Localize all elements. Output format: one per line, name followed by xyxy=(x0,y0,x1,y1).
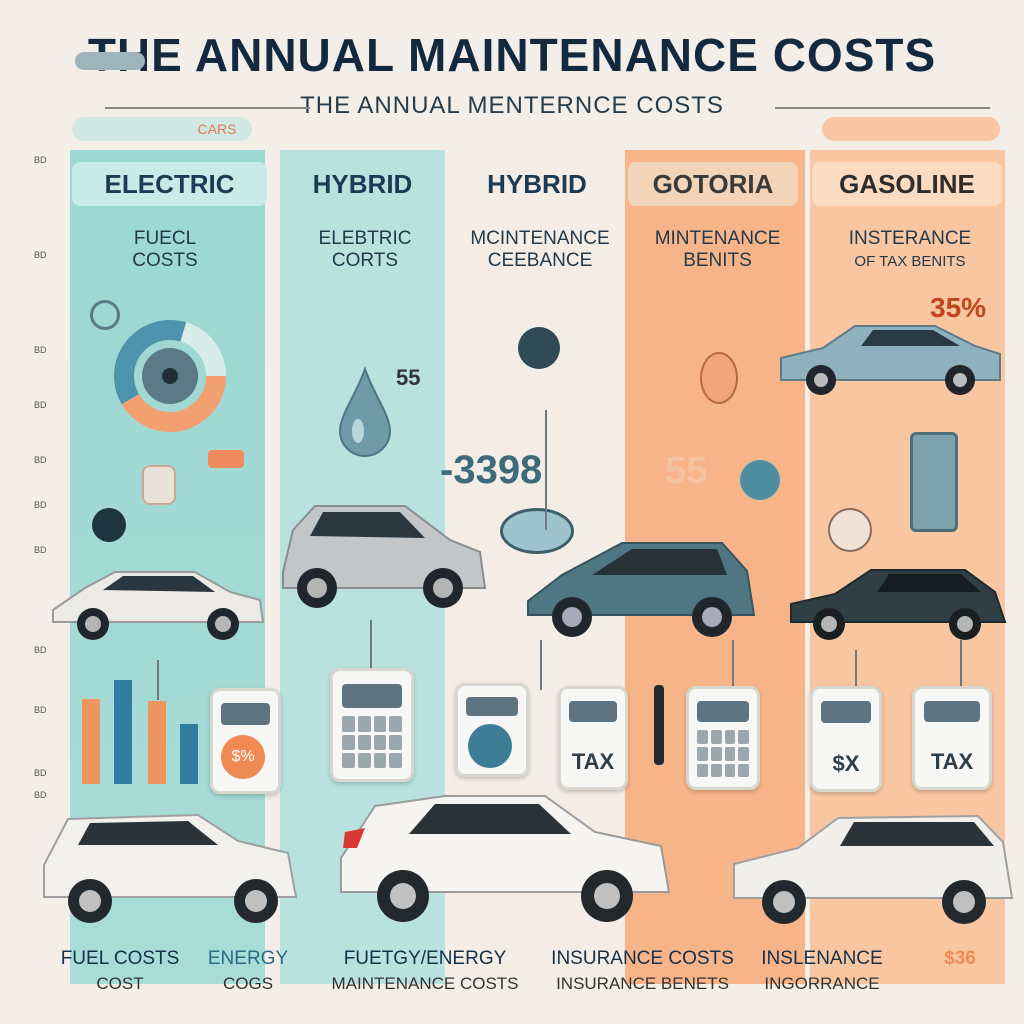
header-hybrid: HYBRID xyxy=(312,168,413,199)
hybrid-subtext: ELEBTRIC CORTS xyxy=(318,228,412,271)
bottom-label: $36 xyxy=(944,948,976,969)
plug-icon xyxy=(90,300,120,330)
y-tick: BD xyxy=(34,345,47,355)
y-tick: BD xyxy=(34,250,47,260)
page-title: THE ANNUAL MAINTENANCE COSTS xyxy=(87,29,937,81)
y-tick: BD xyxy=(34,400,47,410)
center-value: -3398 xyxy=(440,448,543,492)
subtitle-line-right xyxy=(775,107,990,109)
suv-icon xyxy=(340,795,671,922)
battery-icon xyxy=(208,450,244,468)
connector-line xyxy=(545,410,547,530)
gasoline-subtext: INSTERANCE OF TAX BENITS xyxy=(848,228,972,270)
suv-icon xyxy=(733,814,1014,924)
gasoline-percent: 35% xyxy=(930,292,987,323)
gas-pump-icon xyxy=(910,432,958,532)
y-tick: BD xyxy=(34,768,47,778)
orange-value: 55 xyxy=(665,450,708,492)
wheel-icon xyxy=(518,327,560,369)
y-tick: BD xyxy=(34,645,47,655)
car-icon xyxy=(780,325,1001,395)
header-hybrid-2: HYBRID xyxy=(487,168,587,199)
cars-pill: CARS xyxy=(72,117,252,141)
calculator-icon xyxy=(686,686,760,790)
coin-icon xyxy=(500,508,574,554)
electric-subtext: FUECL COSTS xyxy=(132,228,198,271)
gauge-icon xyxy=(92,508,126,542)
car-icon xyxy=(527,542,756,637)
discount-calculator-icon xyxy=(455,683,529,777)
bottom-label: ENERGY COGS xyxy=(207,948,289,993)
bar xyxy=(82,698,100,784)
y-tick: BD xyxy=(34,455,47,465)
dollar-calculator-icon: $X xyxy=(810,686,882,792)
suv-icon xyxy=(43,813,298,923)
y-tick: BD xyxy=(34,500,47,510)
bar xyxy=(114,680,132,784)
tax-calculator-icon: TAX xyxy=(558,686,628,790)
connector-line xyxy=(732,640,734,690)
car-icon xyxy=(52,571,265,640)
bottom-label: FUEL COSTS COST xyxy=(60,948,180,993)
drop-badge-icon xyxy=(740,460,780,500)
bottom-label: INSLENANCE INGORRANCE xyxy=(761,948,883,993)
discount-badge xyxy=(468,724,512,768)
percent-calculator-icon: $% xyxy=(210,688,281,794)
y-tick: BD xyxy=(34,545,47,555)
percent-badge: $% xyxy=(221,735,265,779)
connector-line xyxy=(540,640,542,690)
calculator-icon xyxy=(330,668,414,782)
subtitle-line-left xyxy=(105,107,310,109)
mini-bar-chart xyxy=(78,680,206,784)
pen-icon xyxy=(654,685,664,765)
coin-icon xyxy=(828,508,872,552)
car-icon xyxy=(790,569,1007,640)
header-gotoria: GOTORIA xyxy=(628,162,798,206)
header-gasoline: GASOLINE xyxy=(812,162,1002,206)
small-value: 55 xyxy=(396,365,421,390)
meter-icon xyxy=(142,465,176,505)
header-electric: ELECTRIC xyxy=(72,162,267,206)
bar xyxy=(148,700,166,784)
connector-line xyxy=(855,650,857,690)
bottom-label: INSURANCE COSTS INSURANCE BENETS xyxy=(551,948,734,993)
gotoria-subtext: MINTENANCE BENITS xyxy=(654,228,781,271)
connector-line xyxy=(157,660,159,700)
connector-line xyxy=(960,640,962,690)
tax-calculator-icon: TAX xyxy=(912,686,992,790)
fuel-drop-icon xyxy=(338,365,392,457)
donut-chart-icon xyxy=(114,320,226,432)
hybrid2-subtext: MCINTENANCE CEEBANCE xyxy=(470,228,610,271)
bar xyxy=(180,723,198,784)
y-tick: BD xyxy=(34,155,47,165)
title-badge xyxy=(75,52,145,70)
connector-line xyxy=(370,620,372,670)
bottom-label: FUETGY/ENERGY MAINTENANCE COSTS xyxy=(331,948,519,993)
y-tick: BD xyxy=(34,705,47,715)
page-subtitle: THE ANNUAL MENTERNCE COSTS xyxy=(300,92,724,119)
wrench-icon xyxy=(700,352,738,404)
y-tick: BD xyxy=(34,790,47,800)
right-pill xyxy=(822,117,1000,141)
car-icon xyxy=(282,505,487,608)
